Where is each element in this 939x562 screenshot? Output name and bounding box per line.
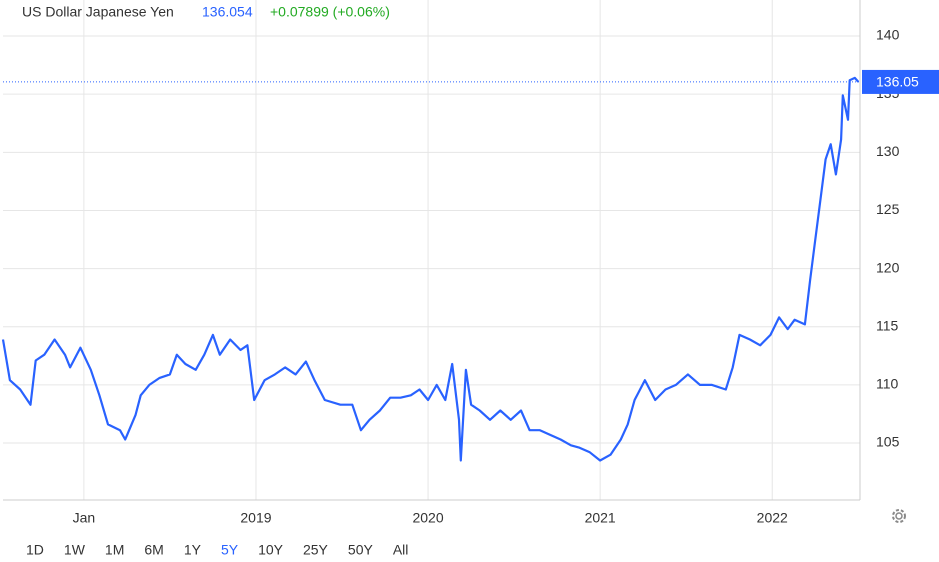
y-tick-label: 125: [876, 201, 900, 217]
settings-icon[interactable]: [892, 509, 906, 523]
x-tick-label: 2020: [412, 510, 443, 526]
chart-title: US Dollar Japanese Yen: [22, 4, 174, 20]
range-button[interactable]: 1M: [105, 542, 124, 558]
price: 136.054: [202, 4, 253, 20]
range-button[interactable]: 50Y: [348, 542, 374, 558]
y-tick-label: 115: [876, 317, 899, 333]
y-tick-label: 120: [876, 259, 900, 275]
range-button[interactable]: 5Y: [221, 542, 239, 558]
x-tick-label: 2021: [585, 510, 616, 526]
y-tick-label: 140: [876, 27, 900, 43]
range-button[interactable]: 10Y: [258, 542, 284, 558]
x-tick-label: 2022: [757, 510, 788, 526]
y-tick-label: 130: [876, 143, 900, 159]
range-button[interactable]: All: [393, 542, 409, 558]
x-tick-label: 2019: [240, 510, 271, 526]
last-price-box: [862, 69, 939, 94]
range-button[interactable]: 6M: [144, 542, 163, 558]
y-tick-label: 110: [876, 376, 899, 392]
last-price-label: 136.05: [876, 74, 919, 90]
change: +0.07899 (+0.06%): [270, 4, 390, 20]
range-button[interactable]: 1Y: [184, 542, 202, 558]
y-tick-label: 105: [876, 434, 900, 450]
range-button[interactable]: 1D: [26, 542, 44, 558]
x-tick-label: Jan: [73, 510, 96, 526]
price-line: [1, 76, 860, 462]
range-button[interactable]: 1W: [64, 542, 86, 558]
range-button[interactable]: 25Y: [303, 542, 329, 558]
